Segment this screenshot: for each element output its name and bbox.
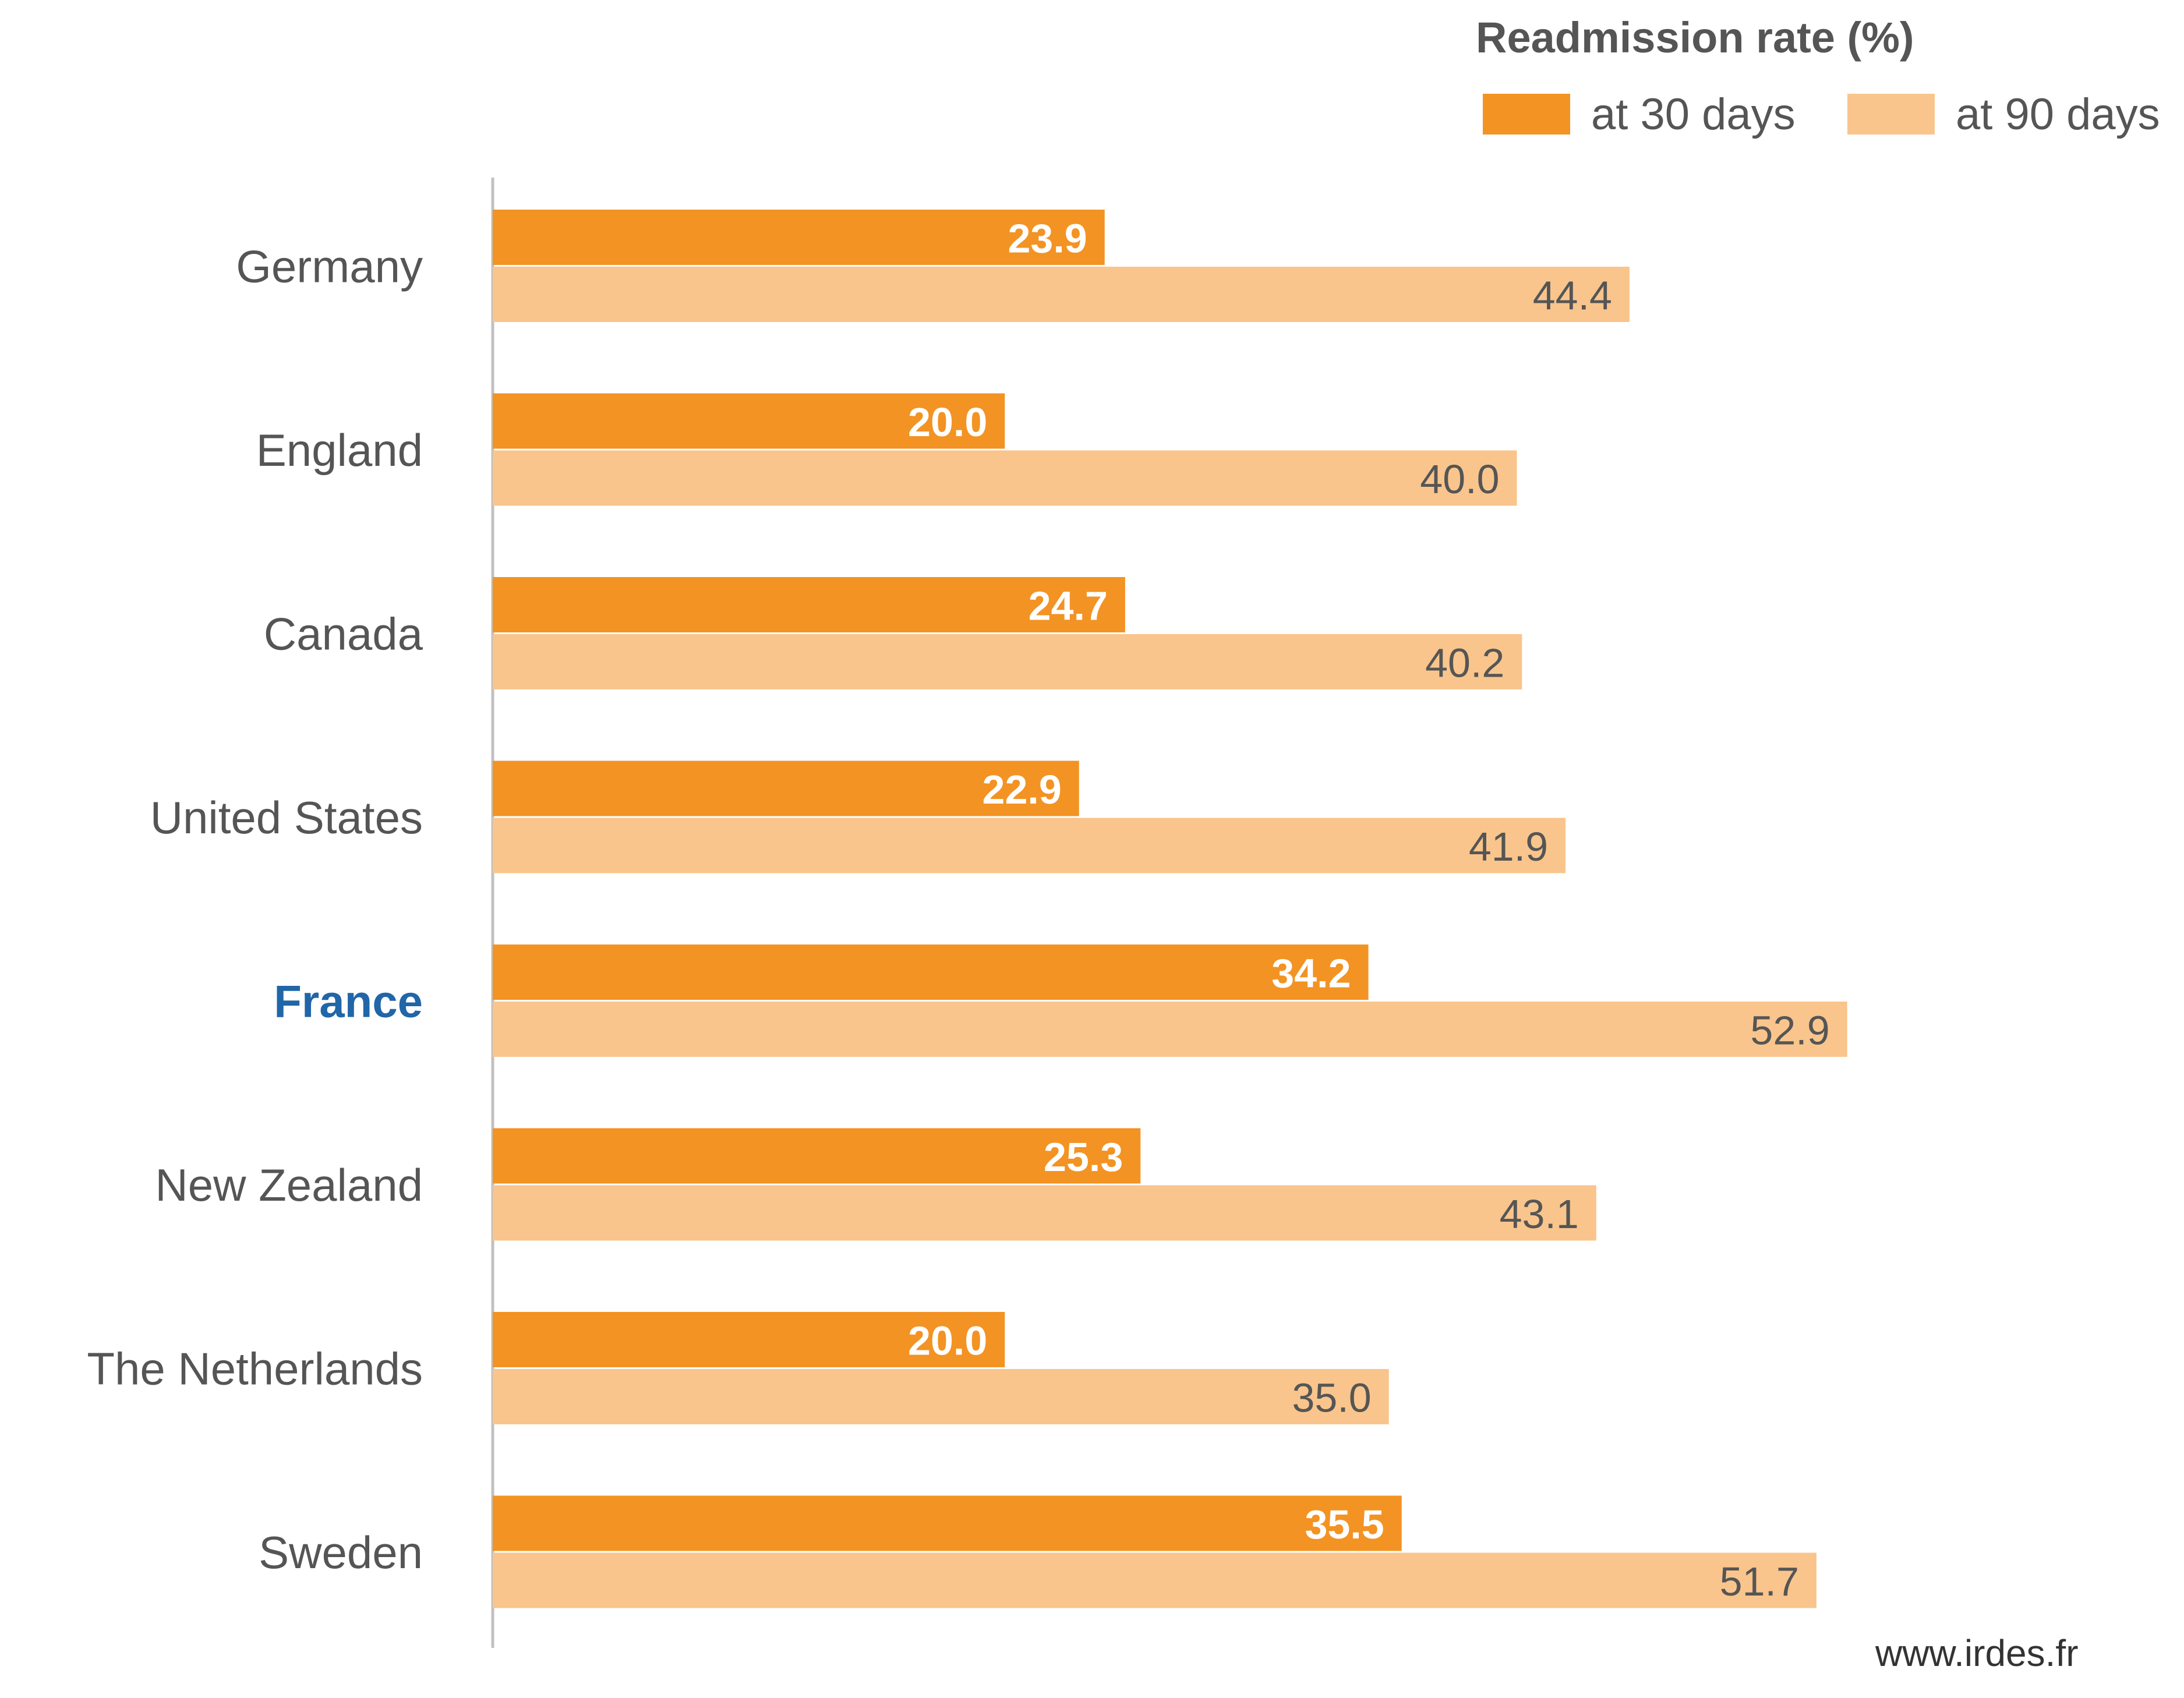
data-label-90-days: 40.2 bbox=[1425, 641, 1504, 686]
bar-90-days bbox=[493, 1185, 1596, 1241]
category-label: England bbox=[256, 424, 423, 476]
legend-swatch-30-days bbox=[1483, 94, 1570, 135]
bar-30-days bbox=[493, 577, 1125, 632]
category-label: Germany bbox=[236, 241, 423, 292]
bar-30-days bbox=[493, 944, 1369, 1000]
data-label-90-days: 43.1 bbox=[1500, 1191, 1579, 1237]
bar-30-days bbox=[493, 210, 1105, 265]
category-label: Sweden bbox=[259, 1527, 423, 1578]
bar-90-days bbox=[493, 267, 1630, 322]
data-label-90-days: 44.4 bbox=[1533, 273, 1612, 319]
legend-item-90-days: at 90 days bbox=[1847, 89, 2160, 139]
bar-90-days bbox=[493, 818, 1566, 873]
data-label-30-days: 24.7 bbox=[1029, 583, 1108, 629]
data-label-90-days: 35.0 bbox=[1292, 1375, 1371, 1421]
category-label: France bbox=[274, 976, 423, 1027]
data-label-90-days: 40.0 bbox=[1420, 457, 1499, 502]
data-label-90-days: 41.9 bbox=[1469, 824, 1548, 869]
data-label-30-days: 20.0 bbox=[908, 399, 987, 445]
data-label-30-days: 23.9 bbox=[1008, 216, 1087, 261]
bar-30-days bbox=[493, 1128, 1141, 1184]
legend-swatch-90-days bbox=[1847, 94, 1935, 135]
bar-90-days bbox=[493, 1002, 1847, 1057]
bar-30-days bbox=[493, 1495, 1402, 1551]
data-label-30-days: 35.5 bbox=[1305, 1502, 1384, 1547]
legend-title: Readmission rate (%) bbox=[1476, 13, 1914, 62]
source-url: www.irdes.fr bbox=[1875, 1632, 2079, 1674]
data-label-30-days: 25.3 bbox=[1044, 1134, 1123, 1180]
data-label-90-days: 52.9 bbox=[1750, 1008, 1829, 1053]
legend-label-90-days: at 90 days bbox=[1956, 89, 2160, 139]
category-label: New Zealand bbox=[155, 1159, 423, 1211]
bar-30-days bbox=[493, 1312, 1005, 1367]
data-label-30-days: 22.9 bbox=[983, 767, 1062, 812]
data-label-30-days: 34.2 bbox=[1271, 951, 1351, 996]
data-label-30-days: 20.0 bbox=[908, 1318, 987, 1364]
bar-90-days bbox=[493, 1552, 1817, 1608]
legend-item-30-days: at 30 days bbox=[1483, 89, 1796, 139]
legend-label-30-days: at 30 days bbox=[1591, 89, 1796, 139]
bar-90-days bbox=[493, 450, 1517, 506]
category-label: Canada bbox=[264, 609, 423, 660]
bar-90-days bbox=[493, 634, 1522, 689]
data-label-90-days: 51.7 bbox=[1720, 1559, 1799, 1604]
bar-30-days bbox=[493, 393, 1005, 449]
bar-30-days bbox=[493, 760, 1079, 816]
category-label: The Netherlands bbox=[87, 1343, 423, 1395]
category-label: United States bbox=[150, 792, 423, 843]
bar-90-days bbox=[493, 1369, 1389, 1424]
